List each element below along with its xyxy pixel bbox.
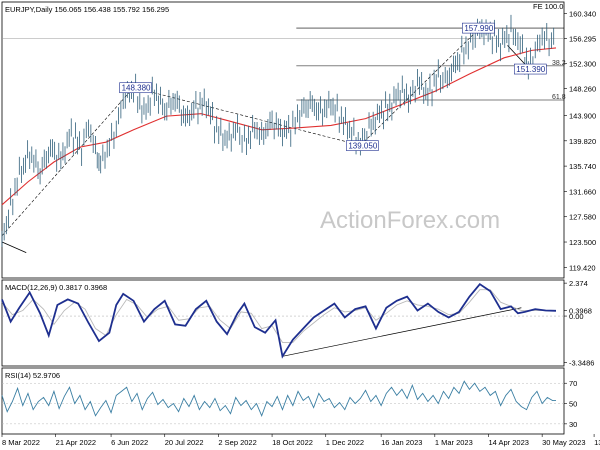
fib-label: 61.8 <box>552 94 566 101</box>
frame-macd <box>1 279 565 367</box>
price-annotation-box <box>462 22 495 34</box>
rsi-tick-label: 30 <box>569 420 577 429</box>
chart-header: EURJPY,Daily 156.065 156.438 155.792 156… <box>5 5 169 14</box>
fe-label: FE 100.0 <box>533 2 563 11</box>
trend-line-dashed <box>1 87 134 237</box>
price-annotation-box <box>119 82 152 94</box>
macd-tick-label: -3.3486 <box>569 359 594 368</box>
x-tick-label: 1 Dec 2022 <box>326 438 364 447</box>
price-tick-label: 139.820 <box>569 137 596 146</box>
x-tick-label: 18 Oct 2022 <box>272 438 313 447</box>
x-tick-label: 14 Apr 2023 <box>488 438 528 447</box>
price-annotation-label: 157.990 <box>464 24 493 33</box>
price-tick-label: 143.900 <box>569 112 596 121</box>
macd-tick-label: 2.374 <box>569 279 588 288</box>
x-tick-label: 16 Jan 2023 <box>381 438 422 447</box>
price-tick-label: 152.300 <box>569 59 596 68</box>
rsi-line <box>1 380 557 417</box>
price-tick-label: 119.420 <box>569 263 596 272</box>
x-tick-label: 8 Mar 2022 <box>2 438 40 447</box>
macd-tick-label: 0.00 <box>569 312 584 321</box>
price-annotation-label: 139.050 <box>348 142 377 151</box>
macd-line <box>1 282 557 359</box>
watermark: ActionForex.com <box>320 207 500 234</box>
x-tick-label: 20 Jul 2022 <box>165 438 204 447</box>
macd-label: MACD(12,26,9) 0.3817 0.3968 <box>5 283 107 292</box>
x-tick-label: 13 Jul 2023 <box>594 438 600 447</box>
price-tick-label: 123.500 <box>569 238 596 247</box>
price-tick-label: 131.660 <box>569 187 596 196</box>
rsi-tick-label: 50 <box>569 400 577 409</box>
rsi-label: RSI(14) 52.9706 <box>5 371 60 380</box>
price-tick-label: 148.260 <box>569 84 596 93</box>
x-tick-label: 1 Mar 2023 <box>435 438 473 447</box>
x-tick-label: 21 Apr 2022 <box>56 438 96 447</box>
trend-line <box>1 241 27 253</box>
x-tick-label: 30 May 2023 <box>542 438 585 447</box>
rsi-tick-label: 70 <box>569 379 577 388</box>
macd-tick-label: 0.3968 <box>569 307 592 316</box>
rsi-panel: 70 50 30 <box>1 379 577 429</box>
moving-average-line <box>1 47 557 206</box>
price-annotation-label: 151.390 <box>516 65 545 74</box>
frame-rsi <box>1 367 565 435</box>
panel-frames <box>1 1 565 435</box>
price-tick-label: 160.340 <box>569 10 596 19</box>
price-tick-label: 127.580 <box>569 213 596 222</box>
trend-line-dashed <box>133 87 361 146</box>
frame-main <box>1 1 565 279</box>
price-annotation-box <box>513 63 547 75</box>
price-tick-label: 135.740 <box>569 162 596 171</box>
price-annotation-box <box>346 140 379 151</box>
macd-trend-line <box>282 307 522 357</box>
price-panel: 160.340 156.295 152.300 148.260 143.900 139.8… <box>1 10 596 272</box>
x-tick-label: 6 Jun 2022 <box>111 438 148 447</box>
price-tick-label: 156.295 <box>569 35 596 44</box>
macd-signal-line <box>1 289 556 343</box>
x-axis: 8 Mar 2022 21 Apr 2022 6 Jun 2022 20 Jul 20… <box>1 434 600 447</box>
price-annotation-label: 148.380 <box>122 84 151 93</box>
trend-line-dashed <box>360 27 481 146</box>
x-tick-label: 2 Sep 2022 <box>218 438 256 447</box>
fib-label: 38.2 <box>552 60 566 67</box>
